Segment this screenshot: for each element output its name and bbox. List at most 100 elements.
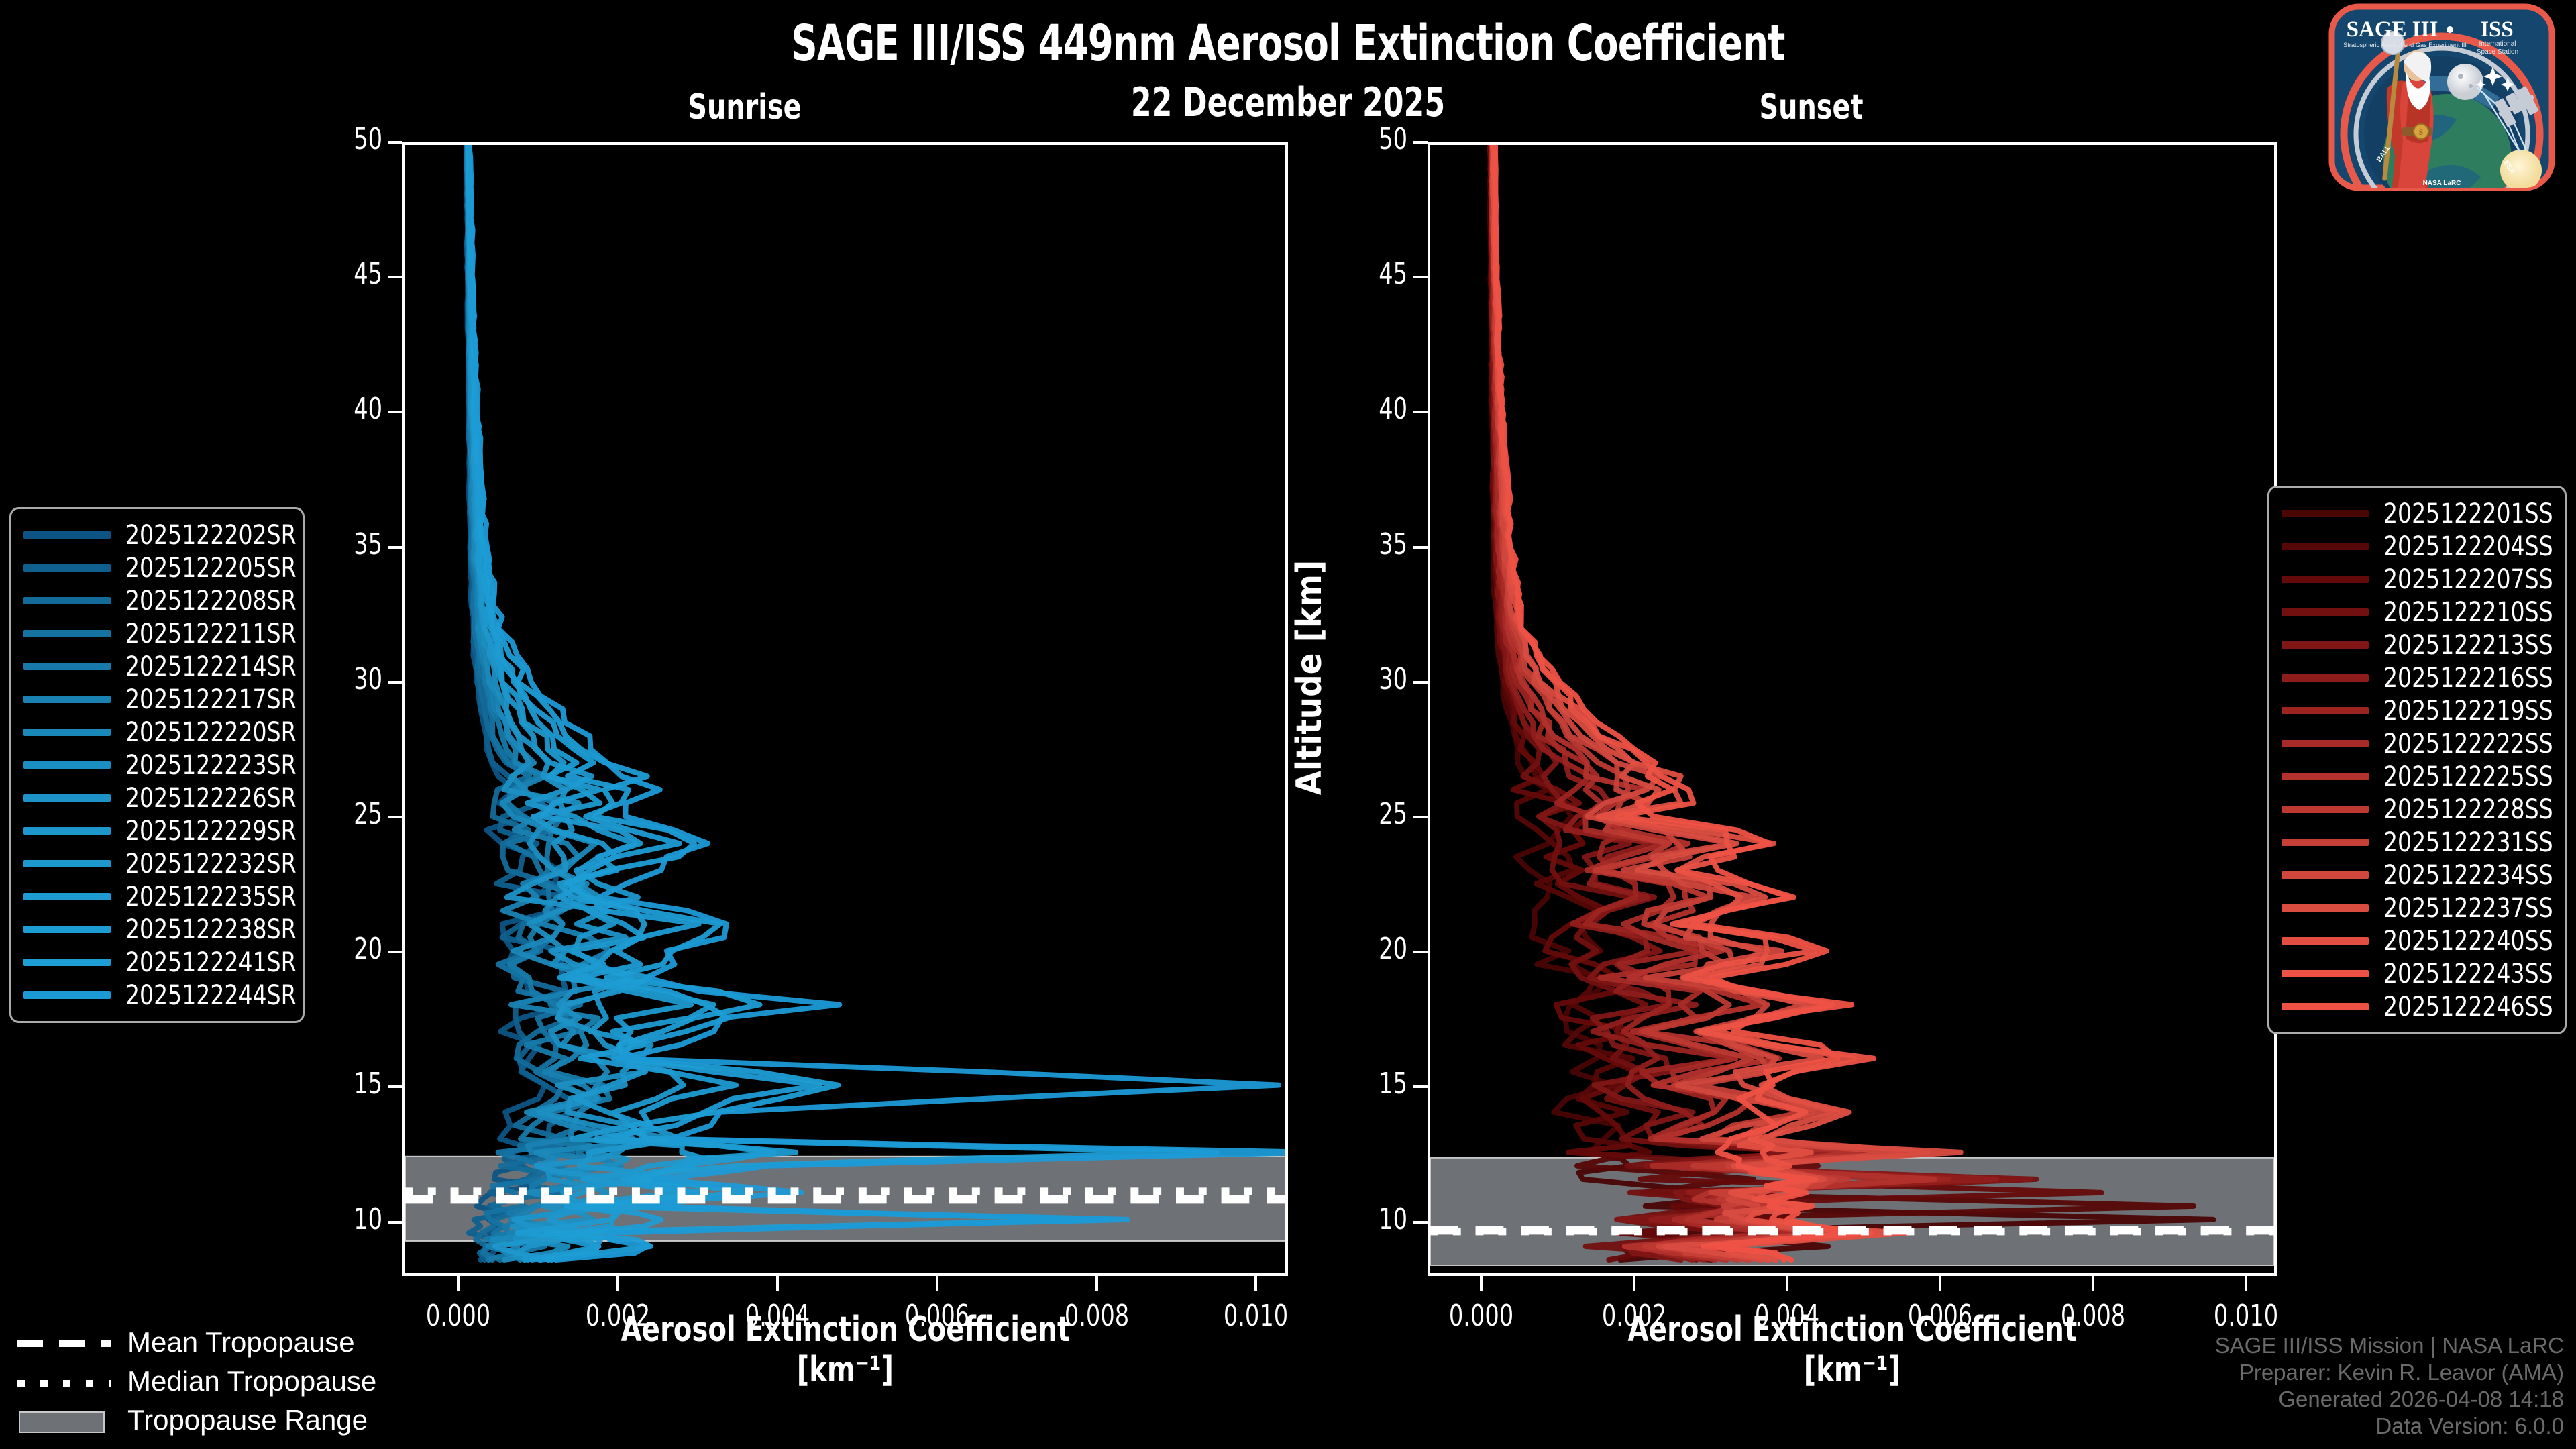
sunset-legend-item[interactable]: 2025122225SS <box>2282 760 2553 793</box>
legend-item-label: 2025122237SS <box>2383 892 2553 924</box>
credits-line: SAGE III/ISS Mission | NASA LaRC <box>2214 1333 2564 1358</box>
sunrise-legend-item[interactable]: 2025122223SR <box>23 749 297 782</box>
sunrise-xaxis-title-line1: Aerosol Extinction Coefficient <box>621 1309 1070 1350</box>
xtick-mark <box>775 1276 779 1291</box>
xtick-label: 0.006 <box>1907 1299 1973 1333</box>
sunrise-legend-item[interactable]: 2025122205SR <box>23 551 297 584</box>
sunset-plot-canvas <box>1430 145 2274 1266</box>
page-title: SAGE III/ISS 449nm Aerosol Extinction Co… <box>791 15 1785 72</box>
sunset-xaxis-title-line1: Aerosol Extinction Coefficient <box>1627 1309 2077 1350</box>
logo-subtitle-right-2: Space Station <box>2477 48 2518 56</box>
tropopause-range-icon <box>17 1410 111 1433</box>
legend-color-swatch <box>2282 871 2369 879</box>
credits-line: Preparer: Kevin R. Leavor (AMA) <box>2239 1360 2564 1385</box>
legend-item-label: 2025122204SS <box>2383 531 2553 562</box>
legend-color-swatch <box>2282 641 2369 649</box>
legend-color-swatch <box>23 794 111 802</box>
legend-color-swatch <box>23 926 111 933</box>
xtick-label: 0.002 <box>1601 1299 1667 1333</box>
legend-color-swatch <box>23 761 111 769</box>
ytick-mark <box>1413 815 1428 818</box>
ytick-mark <box>1413 1220 1428 1224</box>
sunset-legend-item[interactable]: 2025122216SS <box>2282 661 2553 694</box>
xtick-mark <box>1479 1276 1483 1291</box>
legend-item-label: 2025122214SR <box>125 651 297 682</box>
sunset-legend-item[interactable]: 2025122219SS <box>2282 694 2553 727</box>
sunrise-legend-item[interactable]: 2025122208SR <box>23 584 297 617</box>
ytick-label: 15 <box>354 1067 382 1102</box>
legend-color-swatch <box>23 531 111 539</box>
sunset-legend-item[interactable]: 2025122231SS <box>2282 826 2553 859</box>
legend-item-label: 2025122244SR <box>125 979 297 1011</box>
xtick-label: 0.000 <box>1448 1299 1513 1333</box>
sunrise-legend-item[interactable]: 2025122211SR <box>23 617 297 650</box>
ytick-mark <box>1413 276 1428 279</box>
sunrise-legend-item[interactable]: 2025122202SR <box>23 519 297 551</box>
xtick-mark <box>2092 1276 2095 1291</box>
sunrise-legend-item[interactable]: 2025122241SR <box>23 946 297 979</box>
legend-color-swatch <box>2282 543 2369 550</box>
legend-item-label: 2025122207SS <box>2383 564 2553 595</box>
legend-color-swatch <box>23 991 111 999</box>
ytick-mark <box>1413 411 1428 414</box>
sunrise-legend[interactable]: 2025122202SR 2025122205SR 2025122208SR 2025… <box>9 507 305 1023</box>
legend-color-swatch <box>2282 608 2369 616</box>
sunset-legend-item[interactable]: 2025122228SS <box>2282 793 2553 826</box>
sunset-panel-title: Sunset <box>1759 87 1864 127</box>
svg-text:S: S <box>2419 127 2424 137</box>
sunset-legend-item[interactable]: 2025122237SS <box>2282 892 2553 924</box>
logo-iss-text: ISS <box>2480 17 2514 42</box>
xtick-mark <box>2245 1276 2248 1291</box>
sunset-legend-item[interactable]: 2025122207SS <box>2282 563 2553 596</box>
credits-line: Data Version: 6.0.0 <box>2375 1413 2564 1438</box>
legend-color-swatch <box>23 959 111 966</box>
legend-color-swatch <box>2282 773 2369 780</box>
xtick-mark <box>1786 1276 1789 1291</box>
legend-item-label: 2025122231SS <box>2383 826 2553 858</box>
sunrise-legend-item[interactable]: 2025122214SR <box>23 650 297 683</box>
legend-item-label: 2025122219SS <box>2383 695 2553 727</box>
sunset-legend-item[interactable]: 2025122204SS <box>2282 530 2553 563</box>
ytick-mark <box>388 680 402 684</box>
sunset-legend-item[interactable]: 2025122246SS <box>2282 990 2553 1023</box>
sunrise-legend-item[interactable]: 2025122229SR <box>23 814 297 847</box>
sunset-legend-item[interactable]: 2025122222SS <box>2282 727 2553 760</box>
xtick-label: 0.010 <box>1224 1299 1289 1333</box>
legend-item-label: 2025122243SS <box>2383 958 2553 989</box>
ytick-label: 25 <box>1379 796 1407 831</box>
sunrise-legend-item[interactable]: 2025122238SR <box>23 913 297 946</box>
xtick-label: 0.004 <box>745 1299 810 1333</box>
legend-item-label: 2025122202SR <box>125 519 297 551</box>
legend-item-label: 2025122201SS <box>2383 498 2553 529</box>
legend-item-label: 2025122246SS <box>2383 991 2553 1022</box>
ytick-mark <box>1413 545 1428 549</box>
sunset-legend-item[interactable]: 2025122201SS <box>2282 497 2553 530</box>
sunset-legend-item[interactable]: 2025122234SS <box>2282 859 2553 892</box>
sunrise-legend-item[interactable]: 2025122220SR <box>23 716 297 749</box>
sunset-legend-item[interactable]: 2025122240SS <box>2282 924 2553 957</box>
legend-color-swatch <box>2282 510 2369 517</box>
ytick-mark <box>388 276 402 279</box>
logo-sage-text: SAGE III <box>2347 17 2438 42</box>
ytick-label: 45 <box>354 257 382 292</box>
sunrise-legend-item[interactable]: 2025122232SR <box>23 847 297 880</box>
sunset-legend-item[interactable]: 2025122213SS <box>2282 629 2553 661</box>
sunrise-legend-item[interactable]: 2025122244SR <box>23 979 297 1012</box>
sunset-legend-item[interactable]: 2025122243SS <box>2282 957 2553 990</box>
sunrise-legend-item[interactable]: 2025122226SR <box>23 782 297 814</box>
sunset-legend[interactable]: 2025122201SS 2025122204SS 2025122207SS 2025… <box>2267 486 2567 1034</box>
logo-subtitle-left: Stratospheric Aerosol and Gas Experiment… <box>2343 42 2467 48</box>
mission-patch-icon: S BALL ESA NASA LaRC SAGE III ISS Strato… <box>2328 3 2555 191</box>
legend-item-label: 2025122238SR <box>125 914 297 945</box>
ytick-mark <box>1413 951 1428 954</box>
sunset-legend-item[interactable]: 2025122210SS <box>2282 596 2553 629</box>
ytick-label: 40 <box>1379 392 1407 427</box>
sunrise-legend-item[interactable]: 2025122235SR <box>23 880 297 913</box>
legend-item-label: 2025122216SS <box>2383 662 2553 694</box>
xtick-mark <box>1939 1276 1942 1291</box>
ytick-label: 15 <box>1379 1067 1407 1102</box>
sunrise-xaxis-title: Aerosol Extinction Coefficient [km⁻¹] <box>402 1309 1288 1390</box>
sunrise-legend-item[interactable]: 2025122217SR <box>23 683 297 716</box>
sunrise-plot-canvas <box>405 145 1285 1263</box>
mean-tropopause-icon <box>17 1332 111 1352</box>
